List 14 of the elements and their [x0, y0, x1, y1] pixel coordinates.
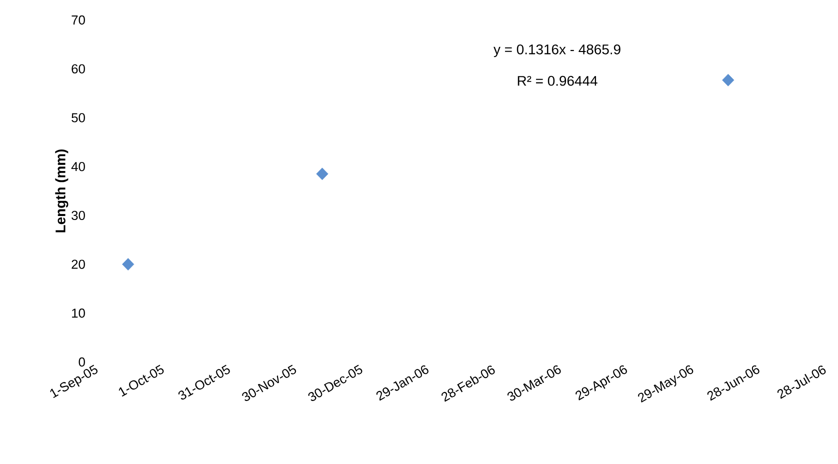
y-tick-label: 40: [71, 162, 85, 172]
y-tick-label: 20: [72, 260, 85, 269]
y-tick-label: 60: [72, 64, 85, 74]
annotation: R² = 0.96444: [518, 76, 598, 86]
point: [316, 168, 328, 180]
y-tick-label: 30: [72, 210, 85, 220]
y-tick-label: 70: [72, 15, 85, 25]
point: [722, 74, 734, 86]
y-tick-label: 10: [72, 308, 85, 318]
y-tick-label: 0: [78, 357, 85, 367]
point: [122, 258, 134, 270]
annotation: y = 0.1316x - 4865.9: [494, 44, 620, 58]
y-tick-label: 50: [72, 113, 85, 122]
y-axis-title: Length (mm): [55, 149, 68, 232]
